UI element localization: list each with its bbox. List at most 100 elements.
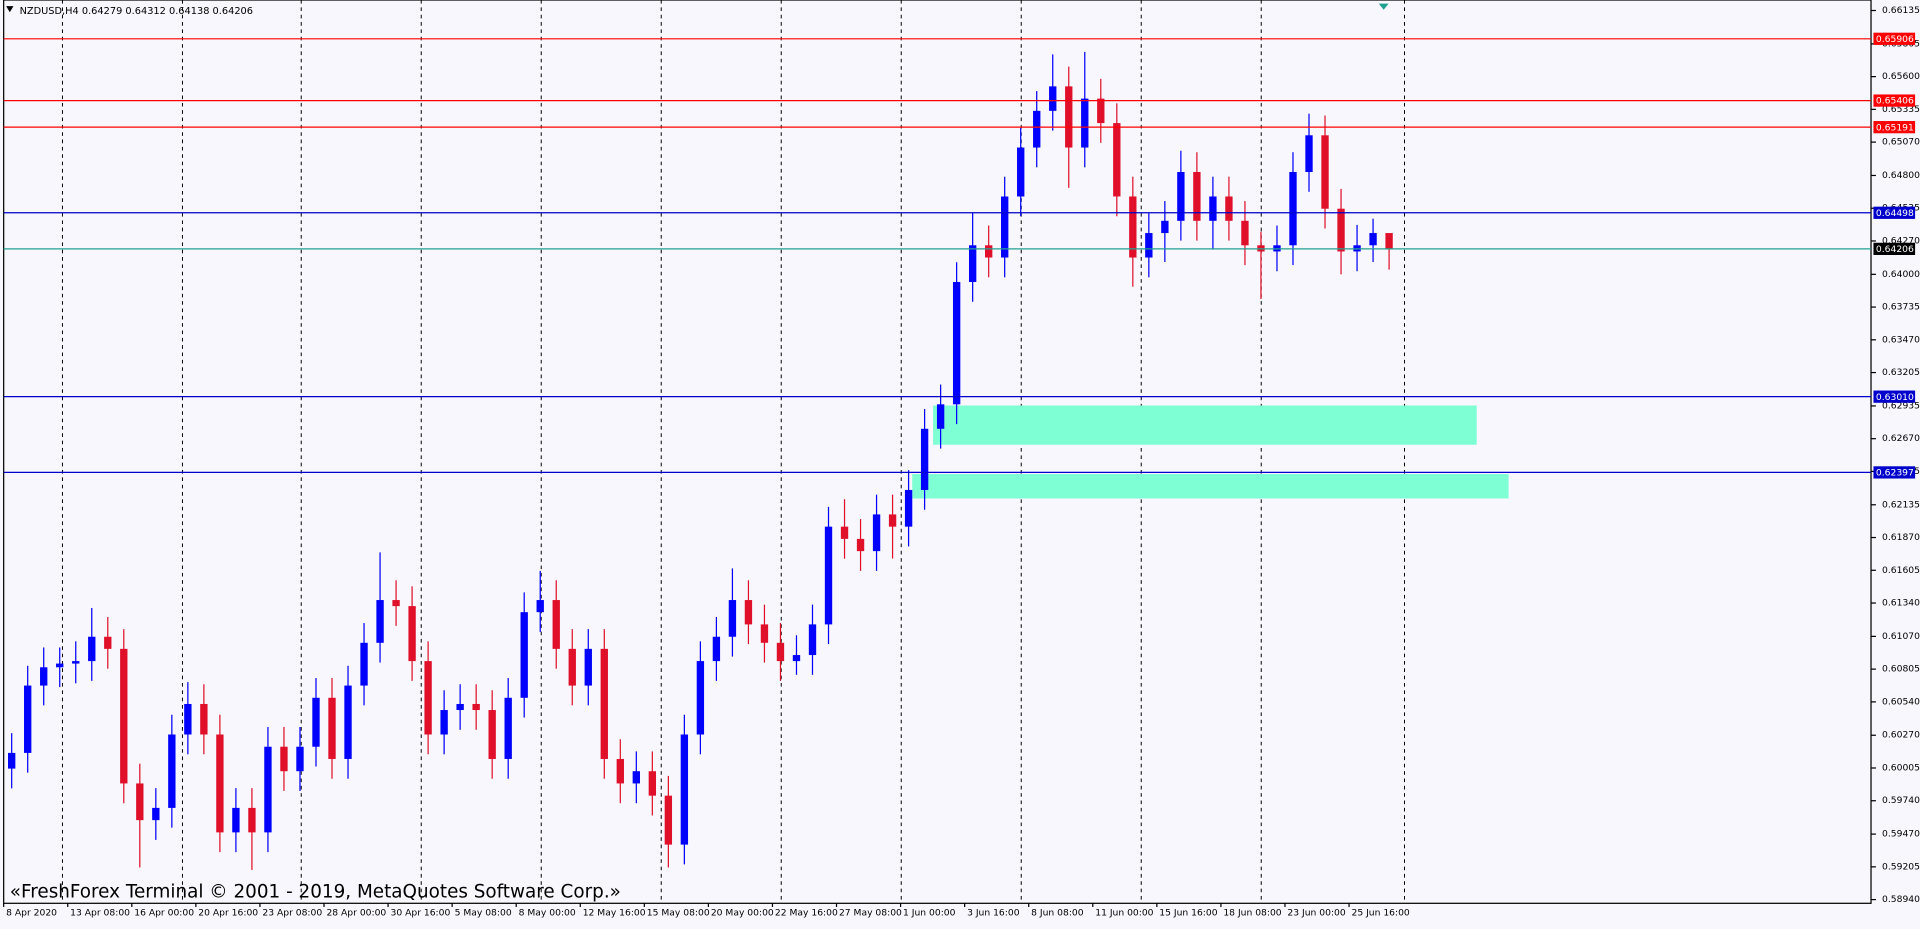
x-tick-label: 16 Apr 00:00 xyxy=(134,908,194,919)
candle-body xyxy=(1081,98,1089,148)
y-tick-label: 0.64000 xyxy=(1882,269,1920,280)
y-tick-label: 0.61870 xyxy=(1882,532,1920,543)
candle-body xyxy=(1113,123,1121,197)
y-tick-label: 0.59205 xyxy=(1882,861,1920,872)
candle-body xyxy=(1097,98,1105,124)
candle-body xyxy=(520,612,528,698)
x-tick-label: 23 Apr 08:00 xyxy=(262,908,322,919)
candle-body xyxy=(1369,233,1377,246)
level-label: 0.64498 xyxy=(1876,208,1914,219)
candle-body xyxy=(1145,233,1153,258)
x-tick-label: 15 Jun 16:00 xyxy=(1159,908,1217,919)
candle-body xyxy=(40,667,48,686)
candle-body xyxy=(728,600,737,637)
x-tick-label: 13 Apr 08:00 xyxy=(70,908,130,919)
candle-body xyxy=(152,807,160,821)
zone xyxy=(912,474,1509,499)
y-tick-label: 0.64270 xyxy=(1882,235,1920,246)
candle-body xyxy=(296,746,304,772)
level-label: 0.65406 xyxy=(1876,96,1914,107)
candle-body xyxy=(56,663,64,668)
level-label: 0.64206 xyxy=(1876,244,1914,255)
level-label-box xyxy=(1873,242,1916,255)
level-label-box xyxy=(1873,390,1916,403)
candle-body xyxy=(88,636,96,662)
candle-body xyxy=(24,685,32,753)
x-tick-label: 25 Jun 16:00 xyxy=(1351,908,1409,919)
y-tick-label: 0.63205 xyxy=(1882,367,1920,378)
candle-body xyxy=(376,600,384,643)
candle-body xyxy=(936,404,945,429)
y-tick-label: 0.65600 xyxy=(1882,71,1920,82)
candle-body xyxy=(952,281,961,405)
x-tick-label: 11 Jun 00:00 xyxy=(1095,908,1153,919)
candle-body xyxy=(392,600,400,607)
candle-body xyxy=(856,538,865,552)
candle-body xyxy=(1225,196,1233,221)
y-tick-label: 0.60540 xyxy=(1882,696,1920,707)
candle-body xyxy=(888,514,897,527)
candle-body xyxy=(616,758,624,784)
y-tick-label: 0.60005 xyxy=(1882,762,1920,773)
candle-body xyxy=(536,600,544,613)
candle-body xyxy=(312,697,320,747)
x-tick-label: 18 Jun 08:00 xyxy=(1223,908,1281,919)
candle-body xyxy=(792,655,801,662)
y-tick-label: 0.59740 xyxy=(1882,795,1920,806)
candle-body xyxy=(1321,135,1329,209)
x-tick-label: 12 May 16:00 xyxy=(583,908,646,919)
candle-body xyxy=(1305,135,1313,173)
candle-body xyxy=(920,428,929,490)
candle-body xyxy=(600,648,608,759)
y-tick-label: 0.61605 xyxy=(1882,565,1920,576)
candle-body xyxy=(1337,208,1345,252)
candle-body xyxy=(440,710,448,735)
candle-body xyxy=(136,783,144,821)
candle-body xyxy=(360,642,368,686)
y-tick-label: 0.58940 xyxy=(1882,894,1920,905)
watermark: «FreshForex Terminal © 2001 - 2019, Meta… xyxy=(10,881,621,902)
candle-body xyxy=(1033,110,1041,148)
level-label-box xyxy=(1873,206,1916,219)
x-tick-label: 28 Apr 00:00 xyxy=(326,908,386,919)
candle-body xyxy=(872,514,881,552)
x-tick-label: 23 Jun 00:00 xyxy=(1287,908,1345,919)
candle-body xyxy=(824,526,833,625)
y-tick-label: 0.62935 xyxy=(1882,400,1920,411)
candle-body xyxy=(408,606,416,662)
x-tick-label: 8 May 00:00 xyxy=(519,908,576,919)
candle-body xyxy=(1241,220,1249,246)
x-tick-label: 8 Jun 08:00 xyxy=(1031,908,1084,919)
header-icon xyxy=(6,6,14,13)
candle-body xyxy=(985,245,993,258)
candle-body xyxy=(744,600,753,625)
y-tick-label: 0.66135 xyxy=(1882,5,1920,16)
candle-body xyxy=(232,807,240,833)
candle-body xyxy=(200,703,208,735)
candle-body xyxy=(1177,172,1185,221)
y-tick-label: 0.63735 xyxy=(1882,302,1920,313)
candle-body xyxy=(1129,196,1137,258)
candle-body xyxy=(264,746,272,833)
y-tick-label: 0.60270 xyxy=(1882,730,1920,741)
zone xyxy=(933,405,1477,445)
x-tick-label: 5 May 08:00 xyxy=(455,908,512,919)
x-tick-label: 22 May 16:00 xyxy=(775,908,838,919)
y-tick-label: 0.60805 xyxy=(1882,664,1920,675)
x-tick-label: 30 Apr 16:00 xyxy=(391,908,451,919)
y-tick-label: 0.63470 xyxy=(1882,334,1920,345)
candle-body xyxy=(168,734,176,808)
candle-body xyxy=(776,642,785,662)
candle-body xyxy=(808,624,817,656)
level-label: 0.63010 xyxy=(1876,392,1914,403)
candle-body xyxy=(584,648,592,686)
level-label: 0.65191 xyxy=(1876,122,1914,133)
x-tick-label: 8 Apr 2020 xyxy=(6,908,57,919)
candle-body xyxy=(184,703,192,735)
candle-body xyxy=(1193,172,1201,221)
x-tick-label: 27 May 08:00 xyxy=(839,908,902,919)
level-label: 0.65906 xyxy=(1876,34,1914,45)
y-tick-label: 0.65335 xyxy=(1882,104,1920,115)
